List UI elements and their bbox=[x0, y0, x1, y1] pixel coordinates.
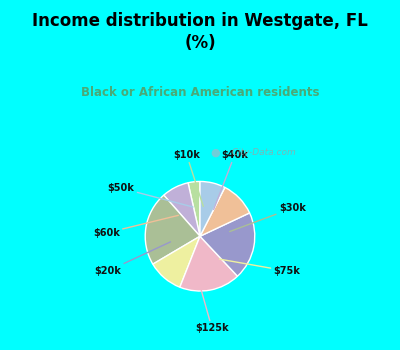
Wedge shape bbox=[153, 236, 200, 287]
Wedge shape bbox=[200, 181, 225, 236]
Text: $60k: $60k bbox=[93, 215, 178, 238]
Text: $20k: $20k bbox=[94, 242, 170, 276]
Text: $75k: $75k bbox=[220, 259, 300, 276]
Wedge shape bbox=[180, 236, 238, 291]
Wedge shape bbox=[164, 183, 200, 236]
Wedge shape bbox=[188, 181, 200, 236]
Text: Income distribution in Westgate, FL
(%): Income distribution in Westgate, FL (%) bbox=[32, 12, 368, 52]
Text: ●: ● bbox=[210, 147, 220, 158]
Wedge shape bbox=[200, 188, 250, 236]
Text: $30k: $30k bbox=[230, 203, 306, 232]
Wedge shape bbox=[200, 213, 255, 276]
Text: Black or African American residents: Black or African American residents bbox=[81, 86, 319, 99]
Text: City-Data.com: City-Data.com bbox=[226, 148, 296, 157]
Text: $40k: $40k bbox=[214, 150, 248, 209]
Wedge shape bbox=[145, 195, 200, 264]
Text: $50k: $50k bbox=[108, 183, 193, 207]
Text: $10k: $10k bbox=[173, 150, 203, 206]
Text: $125k: $125k bbox=[194, 266, 229, 334]
